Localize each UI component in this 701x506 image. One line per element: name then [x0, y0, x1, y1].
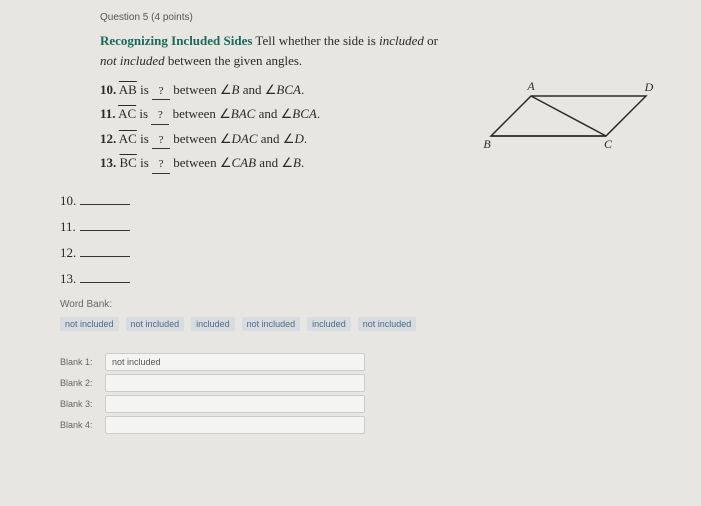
statement-10: 10. AB is ? between ∠B and ∠BCA.: [100, 81, 481, 100]
ans-line: [80, 282, 130, 283]
answer-row-12: 12.: [60, 245, 661, 261]
t: .: [317, 106, 320, 121]
wordbank-item[interactable]: not included: [60, 317, 119, 331]
statement-11: 11. AC is ? between ∠BAC and ∠BCA.: [100, 105, 481, 124]
blank-label: Blank 2:: [60, 378, 105, 388]
svg-text:B: B: [483, 137, 491, 151]
angle: CAB: [231, 155, 256, 170]
segment: BC: [120, 155, 137, 170]
intro-part2: or: [424, 33, 438, 48]
blank-row-3: Blank 3:: [60, 395, 661, 413]
stmt-num: 12.: [100, 131, 116, 146]
blank-input-2[interactable]: [105, 374, 365, 392]
blank-q: ?: [151, 108, 169, 124]
wordbank-item[interactable]: not included: [242, 317, 301, 331]
blank-row-1: Blank 1:: [60, 353, 661, 371]
svg-text:C: C: [604, 137, 613, 151]
t: is: [137, 155, 152, 170]
answer-row-10: 10.: [60, 193, 661, 209]
parallelogram-diagram: A D B C: [481, 76, 661, 156]
segment: AB: [119, 82, 137, 97]
fill-blanks-block: Blank 1: Blank 2: Blank 3: Blank 4:: [60, 353, 661, 434]
statement-13: 13. BC is ? between ∠CAB and ∠B.: [100, 154, 481, 173]
blank-label: Blank 1:: [60, 357, 105, 367]
ans-line: [80, 204, 130, 205]
blank-label: Blank 3:: [60, 399, 105, 409]
svg-text:D: D: [644, 80, 654, 94]
t: between ∠: [170, 82, 231, 97]
angle: B: [293, 155, 301, 170]
answer-row-11: 11.: [60, 219, 661, 235]
t: and ∠: [258, 131, 295, 146]
t: .: [304, 131, 307, 146]
intro-text: Recognizing Included Sides Tell whether …: [100, 31, 661, 70]
blank-label: Blank 4:: [60, 420, 105, 430]
svg-text:A: A: [526, 79, 535, 93]
intro-line2a: not included: [100, 53, 165, 68]
ans-line: [80, 230, 130, 231]
blank-q: ?: [152, 133, 170, 149]
blank-input-3[interactable]: [105, 395, 365, 413]
blank-input-1[interactable]: [105, 353, 365, 371]
statements-block: 10. AB is ? between ∠B and ∠BCA. 11. AC …: [100, 76, 481, 179]
t: between ∠: [169, 106, 230, 121]
wordbank-item[interactable]: not included: [126, 317, 185, 331]
intro-italic: included: [379, 33, 424, 48]
stmt-num: 13.: [100, 155, 116, 170]
segment: AC: [118, 106, 136, 121]
t: is: [136, 106, 151, 121]
t: between ∠: [170, 155, 231, 170]
question-header: Question 5 (4 points): [100, 12, 661, 23]
t: is: [137, 82, 152, 97]
wordbank-title: Word Bank:: [60, 299, 661, 310]
blank-input-4[interactable]: [105, 416, 365, 434]
stmt-num: 10.: [100, 82, 116, 97]
stmt-num: 11.: [100, 106, 116, 121]
wordbank-items: not included not included included not i…: [60, 316, 661, 331]
ans-num: 12.: [60, 245, 76, 260]
t: and ∠: [256, 155, 293, 170]
answer-lines: 10. 11. 12. 13.: [60, 193, 661, 287]
intro-line2b: between the given angles.: [165, 53, 303, 68]
t: .: [301, 155, 304, 170]
angle: DAC: [232, 131, 258, 146]
blank-q: ?: [152, 157, 170, 173]
t: .: [301, 82, 304, 97]
intro-part1: Tell whether the side is: [252, 33, 379, 48]
section-title: Recognizing Included Sides: [100, 33, 252, 48]
blank-row-4: Blank 4:: [60, 416, 661, 434]
angle: BCA: [276, 82, 301, 97]
t: between ∠: [170, 131, 231, 146]
statement-12: 12. AC is ? between ∠DAC and ∠D.: [100, 130, 481, 149]
t: is: [137, 131, 152, 146]
t: and ∠: [255, 106, 292, 121]
t: and ∠: [239, 82, 276, 97]
wordbank-item[interactable]: included: [191, 317, 235, 331]
angle: D: [294, 131, 303, 146]
ans-num: 13.: [60, 271, 76, 286]
ans-num: 11.: [60, 219, 76, 234]
answer-row-13: 13.: [60, 271, 661, 287]
ans-line: [80, 256, 130, 257]
angle: BCA: [292, 106, 317, 121]
segment: AC: [119, 131, 137, 146]
wordbank-item[interactable]: included: [307, 317, 351, 331]
wordbank-item[interactable]: not included: [358, 317, 417, 331]
blank-row-2: Blank 2:: [60, 374, 661, 392]
blank-q: ?: [152, 84, 170, 100]
angle: BAC: [231, 106, 256, 121]
ans-num: 10.: [60, 193, 76, 208]
